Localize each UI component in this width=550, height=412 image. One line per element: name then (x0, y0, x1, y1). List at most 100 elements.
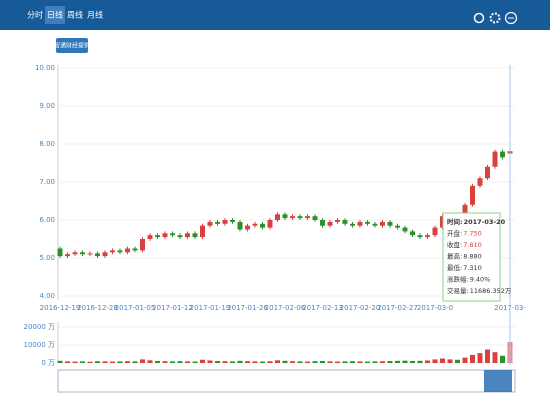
candle-body (470, 185, 475, 205)
volume-bar (380, 361, 385, 363)
candle-body (402, 227, 408, 232)
volume-bar (57, 360, 63, 363)
candle-body (477, 178, 483, 186)
tooltip-label: 涨跌幅: (447, 275, 469, 284)
tooltip-line: 时间:2017-03-20 (447, 217, 506, 226)
collapse-icon[interactable] (504, 11, 518, 25)
source-button[interactable] (56, 38, 88, 53)
candle-body (252, 223, 258, 226)
refresh-icon[interactable] (473, 12, 485, 24)
candle-body (80, 252, 85, 255)
candle-body (200, 225, 205, 238)
y-tick-label: 9.00 (39, 102, 55, 110)
candle-body (335, 220, 340, 222)
volume-bar (342, 361, 348, 363)
candle-body (500, 151, 505, 158)
volume-bar (425, 360, 430, 363)
volume-bar (87, 361, 93, 363)
tooltip-label: 时间: (447, 217, 463, 226)
tab[interactable]: 分时 (27, 10, 43, 20)
tooltip-line: 涨跌幅:9.40% (447, 275, 490, 284)
volume-bar (170, 361, 175, 363)
volume-bar (237, 360, 243, 363)
candle-body (207, 221, 213, 226)
x-tick-label: 2017-01-12 (152, 304, 193, 312)
volume-tick-label: 20000 万 (24, 323, 56, 331)
selected-tab-bg (45, 6, 65, 24)
y-tick-label: 8.00 (39, 140, 55, 148)
candle-body (395, 225, 400, 228)
candle-body (140, 239, 145, 251)
tooltip-value: 9.40% (470, 276, 491, 284)
tab[interactable]: 日线 (47, 10, 63, 20)
volume-bar (110, 361, 115, 363)
candle-body (65, 254, 70, 257)
volume-bar (275, 360, 280, 363)
tooltip-line: 收盘:7.810 (447, 240, 482, 249)
volume-bar (462, 357, 468, 363)
candle-body (245, 225, 250, 230)
x-tick-label: 2016-12-28 (77, 304, 118, 312)
volume-bar (320, 361, 325, 363)
volume-bar (402, 360, 408, 363)
candle-body (162, 233, 168, 238)
tab[interactable]: 周线 (67, 10, 83, 20)
candle-body (177, 235, 183, 238)
candle-body (290, 216, 295, 219)
volume-bar (95, 361, 100, 363)
x-tick-label: 2017-01-05 (115, 304, 156, 312)
y-tick-label: 4.00 (39, 292, 55, 300)
candle-body (95, 253, 100, 257)
volume-bar (372, 361, 378, 363)
tab[interactable]: 月线 (87, 10, 103, 20)
candle-body (110, 250, 115, 253)
tooltip-label: 交易量: (447, 286, 469, 295)
volume-bar (410, 361, 415, 363)
navigator[interactable] (57, 369, 516, 393)
candle-body (432, 227, 438, 236)
toolbar (0, 0, 550, 30)
volume-bar (312, 361, 318, 363)
x-tick-label: 2016-12-19 (40, 304, 81, 312)
volume-bar (155, 361, 160, 363)
volume-bar (492, 352, 498, 363)
x-tick-label: 2017-01-26 (227, 304, 268, 312)
volume-bar (387, 361, 393, 363)
candle-body (57, 248, 63, 257)
candle-body (485, 166, 490, 179)
volume-bar (222, 361, 228, 363)
volume-bar (485, 349, 490, 363)
candle-body (275, 214, 280, 220)
candle-body (387, 221, 393, 226)
volume-bar (335, 361, 340, 363)
tooltip-label: 开盘: (447, 229, 462, 238)
volume-bar (500, 355, 505, 363)
candle-body (320, 220, 325, 226)
y-tick-label: 5.00 (39, 254, 55, 262)
x-tick-label: 2017-03-0 (417, 304, 453, 312)
volume-bar (417, 360, 423, 363)
volume-bar (455, 359, 460, 363)
volume-bar (267, 361, 273, 363)
volume-bar (447, 359, 453, 363)
candle-body (215, 221, 220, 224)
source-button-label: 智通财经提供 (54, 42, 90, 50)
candle-body (342, 220, 348, 224)
tooltip-label: 收盘: (447, 240, 462, 249)
tooltip-label: 最低: (447, 263, 462, 272)
tooltip-value: 2017-03-20 (464, 218, 506, 226)
volume-bar (125, 361, 130, 363)
volume-bar (357, 361, 363, 363)
candle-body (125, 248, 130, 253)
candle-body (102, 252, 108, 257)
candle-body (282, 214, 288, 219)
x-tick-label: 2017-01-19 (190, 304, 231, 312)
x-tick-label: 2017-02-13 (302, 304, 343, 312)
volume-bar (132, 361, 138, 363)
volume-bar (252, 361, 258, 363)
navigator-window[interactable] (484, 370, 512, 392)
volume-bar (395, 360, 400, 363)
settings-icon[interactable] (489, 12, 501, 24)
volume-bar (200, 359, 205, 363)
